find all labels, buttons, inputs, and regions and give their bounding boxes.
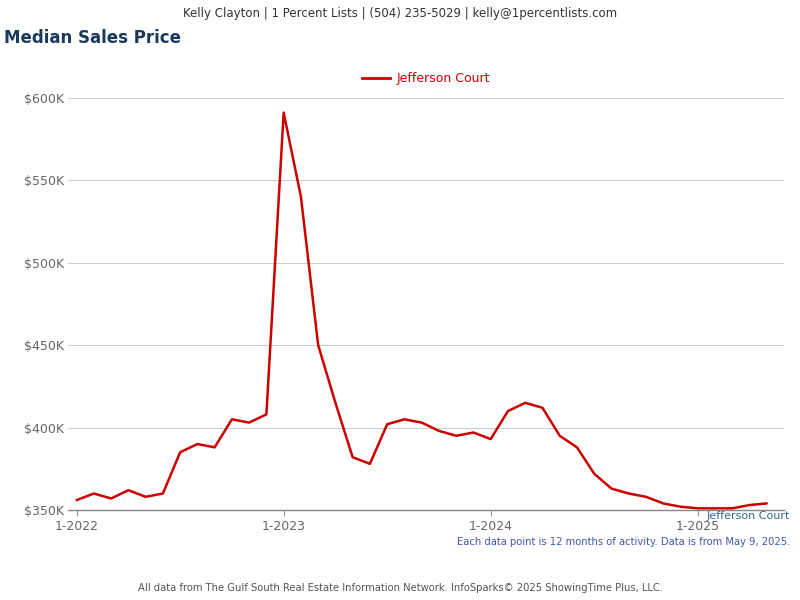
Text: All data from The Gulf South Real Estate Information Network. InfoSparks© 2025 S: All data from The Gulf South Real Estate… [138,583,662,593]
Text: Each data point is 12 months of activity. Data is from May 9, 2025.: Each data point is 12 months of activity… [457,537,790,547]
Text: Kelly Clayton | 1 Percent Lists | (504) 235-5029 | kelly@1percentlists.com: Kelly Clayton | 1 Percent Lists | (504) … [183,7,617,20]
Text: Jefferson Court: Jefferson Court [707,511,790,521]
Legend: Jefferson Court: Jefferson Court [358,67,494,90]
Text: Median Sales Price: Median Sales Price [4,29,181,47]
